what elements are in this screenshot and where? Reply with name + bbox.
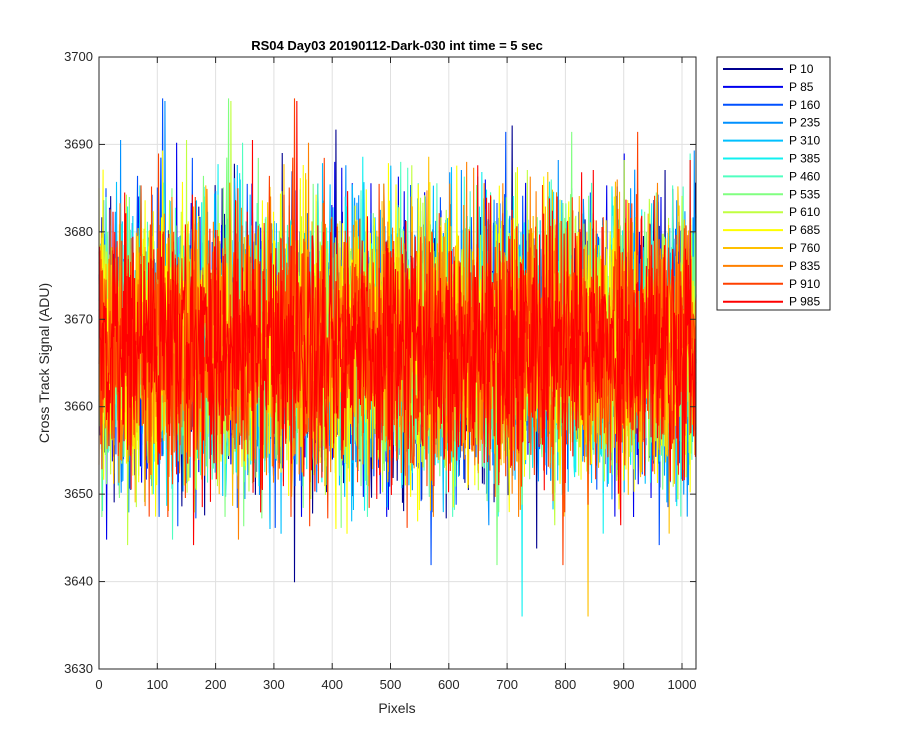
y-tick-label: 3650 <box>64 486 93 501</box>
y-tick-label: 3660 <box>64 399 93 414</box>
x-tick-label: 900 <box>613 677 635 692</box>
chart-title: RS04 Day03 20190112-Dark-030 int time = … <box>251 38 543 53</box>
y-tick-label: 3700 <box>64 49 93 64</box>
x-tick-label: 400 <box>321 677 343 692</box>
x-tick-label: 300 <box>263 677 285 692</box>
legend-label: P 685 <box>789 223 820 237</box>
legend-label: P 235 <box>789 116 820 130</box>
x-tick-label: 200 <box>205 677 227 692</box>
legend-label: P 310 <box>789 134 820 148</box>
legend-label: P 85 <box>789 80 814 94</box>
x-axis-label: Pixels <box>378 700 415 716</box>
plot-area-border <box>98 56 697 670</box>
y-tick-label: 3690 <box>64 136 93 151</box>
x-tick-label: 100 <box>146 677 168 692</box>
y-axis-label: Cross Track Signal (ADU) <box>36 283 52 443</box>
legend-label: P 985 <box>789 295 820 309</box>
legend-label: P 460 <box>789 169 820 183</box>
y-tick-label: 3630 <box>64 661 93 676</box>
x-tick-label: 1000 <box>668 677 697 692</box>
legend-box <box>716 56 831 311</box>
series-layer <box>98 98 697 617</box>
x-tick-label: 500 <box>380 677 402 692</box>
series-line-13 <box>98 101 697 546</box>
legend-label: P 160 <box>789 98 820 112</box>
legend-label: P 835 <box>789 259 820 273</box>
legend-label: P 610 <box>789 205 820 219</box>
y-tick-label: 3670 <box>64 311 93 326</box>
legend-label: P 535 <box>789 187 820 201</box>
x-tick-label: 0 <box>95 677 102 692</box>
legend: P 10 P 85 P 160 P 235 P 310 P 385 P 460 P 535 P … <box>716 56 831 311</box>
legend-label: P 385 <box>789 152 820 166</box>
x-tick-label: 700 <box>496 677 518 692</box>
y-tick-label: 3640 <box>64 574 93 589</box>
legend-label: P 760 <box>789 241 820 255</box>
x-tick-label: 800 <box>555 677 577 692</box>
x-tick-label: 600 <box>438 677 460 692</box>
x-ticks: 0 100 200 300 400 500 600 700 800 900 1000 <box>95 57 696 692</box>
legend-label: P 910 <box>789 277 820 291</box>
y-ticks: 3630 3640 3650 3660 3670 3680 3690 3700 <box>64 49 696 676</box>
legend-label: P 10 <box>789 62 814 76</box>
y-tick-label: 3680 <box>64 224 93 239</box>
